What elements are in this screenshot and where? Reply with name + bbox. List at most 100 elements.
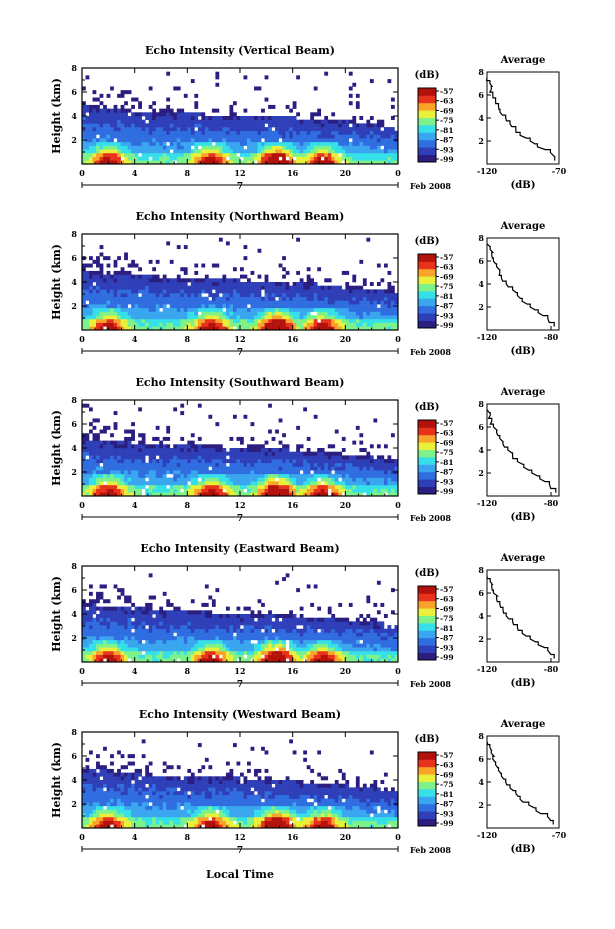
heatmap-cell [120,138,125,143]
heatmap-cell [152,466,157,471]
heatmap-cell [264,119,269,124]
heatmap-cell [261,484,265,489]
heatmap-cell [201,278,206,283]
heatmap-cell [299,654,304,659]
heatmap-cell [317,307,322,312]
heatmap-cell [120,93,125,98]
heatmap-cell [229,326,234,331]
heatmap-cell [180,145,185,150]
heatmap-cell [148,470,153,475]
heatmap-cell [176,116,181,120]
heatmap-cell [215,315,220,320]
x-tick-label: 20 [340,168,352,178]
heatmap-cell [268,138,272,143]
heatmap-cell [355,145,360,150]
heatmap-cell [369,130,374,135]
heatmap-cell [282,577,286,582]
heatmap-cell [141,484,146,489]
heatmap-cell [103,462,107,467]
heatmap-cell [387,134,392,139]
heatmap-cell [120,296,125,301]
heatmap-cell [222,492,227,497]
heatmap-cell [103,160,107,165]
heatmap-cell [240,322,244,327]
heatmap-cell [169,636,174,641]
heatmap-cell [197,484,202,489]
heatmap-cell [85,477,90,482]
heatmap-cell [271,459,276,464]
heatmap-cell [124,654,128,659]
heatmap-cell [138,289,142,294]
heatmap-cell [134,145,139,150]
heatmap-cell [92,628,97,633]
heatmap-cell [190,617,195,622]
heatmap-cell [218,315,223,320]
heatmap-cell [173,455,178,460]
heatmap-cell [92,152,97,157]
heatmap-cell [162,647,167,652]
heatmap-cell [306,477,311,482]
heatmap-cell [138,473,142,478]
heatmap-cell [190,315,195,320]
heatmap-cell [92,160,97,165]
heatmap-cell [299,455,304,460]
heatmap-cell [289,152,293,157]
heatmap-cell [218,296,223,301]
heatmap-cell [190,300,195,305]
heatmap-cell [197,160,202,165]
heatmap-cell [127,116,132,120]
heatmap-cell [250,289,255,294]
heatmap-cell [390,138,395,143]
heatmap-cell [289,108,293,113]
heatmap-cell [124,134,128,139]
heatmap-cell [222,621,227,626]
heatmap-cell [180,484,185,489]
heatmap-cell [82,451,86,456]
heatmap-cell [282,156,286,161]
heatmap-cell [299,311,304,316]
heatmap-cell [247,296,251,301]
heatmap-cell [390,116,395,120]
heatmap-cell [103,617,107,622]
heatmap-cell [338,156,343,161]
heatmap-cell [390,141,395,146]
heatmap-cell [117,488,121,493]
heatmap-cell [96,270,100,275]
heatmap-cell [240,440,244,445]
heatmap-cell [285,632,290,637]
heatmap-cell [155,639,160,644]
heatmap-cell [82,315,86,320]
heatmap-cell [141,448,146,452]
heatmap-cell [103,311,107,316]
heatmap-cell [257,647,262,652]
heatmap-cell [268,322,272,327]
heatmap-cell [166,315,171,320]
heatmap-cell [254,322,258,327]
heatmap-cell [313,473,318,478]
heatmap-cell [187,610,192,615]
heatmap-cell [183,448,188,452]
heatmap-cell [264,621,269,626]
heatmap-cell [268,130,272,135]
heatmap-cell [197,451,202,456]
colorbar-swatch [418,442,436,450]
heatmap-cell [306,138,311,143]
heatmap-cell [352,274,357,279]
heatmap-cell [131,97,135,102]
heatmap-cell [110,123,114,128]
heatmap-cell [215,444,220,449]
heatmap-cell [331,123,336,128]
heatmap-cell [180,141,185,146]
heatmap-cell [152,311,157,316]
heatmap-cell [103,643,107,648]
heatmap-cell [138,145,142,150]
heatmap-cell [278,625,283,630]
heatmap-cell [390,433,395,438]
heatmap-cell [124,127,128,132]
heatmap-cell [310,138,315,143]
heatmap-cell [141,138,146,143]
heatmap-cell [145,152,150,157]
heatmap-cell [82,602,86,607]
heatmap-cell [106,282,111,286]
heatmap-cell [243,470,248,475]
